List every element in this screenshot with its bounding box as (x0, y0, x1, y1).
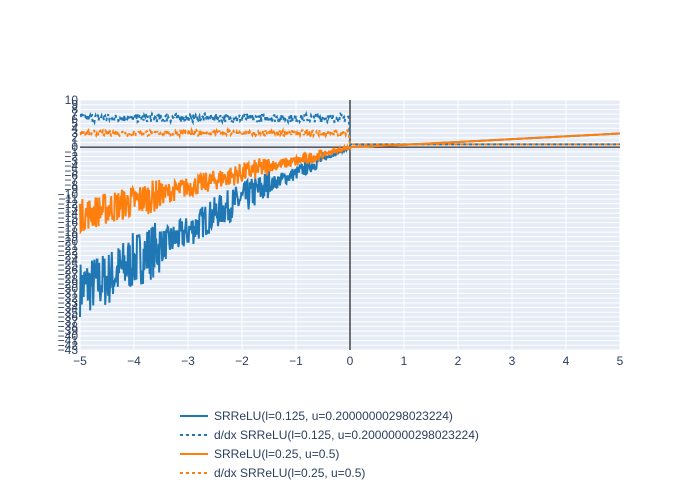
y-tick-label: 10 (65, 93, 79, 107)
x-tick-label: 3 (509, 354, 516, 368)
y-tick-label: −2 (64, 150, 78, 164)
y-tick-label: −22 (58, 244, 79, 258)
legend-label: SRReLU(l=0.125, u=0.20000000298023224) (214, 409, 453, 423)
y-tick-label: −12 (58, 197, 79, 211)
x-tick-label: −1 (289, 354, 303, 368)
y-tick-label: −20 (58, 235, 79, 249)
y-tick-label: −39 (58, 324, 79, 338)
y-tick-label: −28 (58, 272, 79, 286)
x-tick-label: 5 (617, 354, 624, 368)
y-tick-label: −19 (58, 230, 79, 244)
y-tick-label: −9 (64, 183, 78, 197)
y-tick-label: −43 (58, 343, 79, 357)
y-tick-label: −6 (64, 168, 78, 182)
y-tick-label: −38 (58, 319, 79, 333)
y-tick-label: 0 (71, 140, 78, 154)
y-tick-label: 8 (71, 102, 78, 116)
x-tick-label: −2 (235, 354, 249, 368)
series-line-3 (79, 132, 621, 236)
series-layer (79, 110, 621, 317)
x-tick-label: −4 (127, 354, 141, 368)
y-tick-label: −26 (58, 263, 79, 277)
x-tick-label: 2 (455, 354, 462, 368)
y-tick-label: −41 (58, 334, 79, 348)
y-tick-label: −24 (58, 253, 79, 267)
y-tick-label: −37 (58, 315, 79, 329)
x-tick-label: 0 (347, 354, 354, 368)
x-tick-label: −3 (181, 354, 195, 368)
y-tick-label: −13 (58, 201, 79, 215)
y-tick-label: −42 (58, 338, 79, 352)
y-tick-label: −10 (58, 187, 79, 201)
y-tick-label: −40 (58, 329, 79, 343)
y-tick-label: −25 (58, 258, 79, 272)
y-tick-label: 5 (71, 117, 78, 131)
y-tick-label: 1 (71, 135, 78, 149)
legend-label: d/dx SRReLU(l=0.25, u=0.5) (214, 466, 365, 480)
legend-label: SRReLU(l=0.25, u=0.5) (214, 447, 339, 461)
y-tick-label: −11 (59, 192, 79, 206)
y-tick-label: −23 (58, 249, 79, 263)
y-tick-label: 6 (71, 112, 78, 126)
y-tick-label: −34 (58, 301, 79, 315)
y-tick-label: 9 (71, 98, 78, 112)
y-axis-ticks: 109876543210−1−2−3−4−5−6−7−8−9−10−11−12−… (58, 93, 79, 357)
y-tick-label: −18 (58, 225, 79, 239)
y-tick-label: −29 (58, 277, 79, 291)
y-tick-label: −36 (58, 310, 79, 324)
x-tick-label: 4 (563, 354, 570, 368)
y-tick-label: 2 (71, 131, 78, 145)
x-axis-ticks: −5 −4 −3 −2 −1 0 1 2 3 4 5 (73, 354, 624, 368)
y-tick-label: −8 (64, 178, 78, 192)
y-tick-label: −33 (58, 296, 79, 310)
y-tick-label: −32 (58, 291, 79, 305)
y-tick-label: −27 (58, 268, 79, 282)
y-tick-label: −30 (58, 282, 79, 296)
y-tick-label: −14 (58, 206, 79, 220)
series-line-2 (79, 110, 620, 147)
y-tick-label: −15 (58, 211, 79, 225)
y-tick-label: −3 (64, 154, 78, 168)
y-tick-label: −31 (58, 286, 79, 300)
y-tick-label: 3 (71, 126, 78, 140)
legend-label: d/dx SRReLU(l=0.125, u=0.200000002980232… (214, 428, 479, 442)
y-tick-label: −35 (58, 305, 79, 319)
y-tick-label: −16 (58, 216, 79, 230)
y-tick-label: −1 (64, 145, 78, 159)
y-tick-label: −7 (64, 173, 78, 187)
y-tick-label: 7 (71, 107, 78, 121)
y-tick-label: −17 (58, 220, 79, 234)
y-tick-label: 4 (71, 121, 78, 135)
legend: SRReLU(l=0.125, u=0.20000000298023224) d/… (180, 409, 479, 480)
y-tick-label: −21 (58, 239, 79, 253)
y-tick-label: −5 (64, 164, 78, 178)
y-tick-label: −4 (64, 159, 78, 173)
x-tick-label: −5 (73, 354, 87, 368)
x-tick-label: 1 (401, 354, 408, 368)
